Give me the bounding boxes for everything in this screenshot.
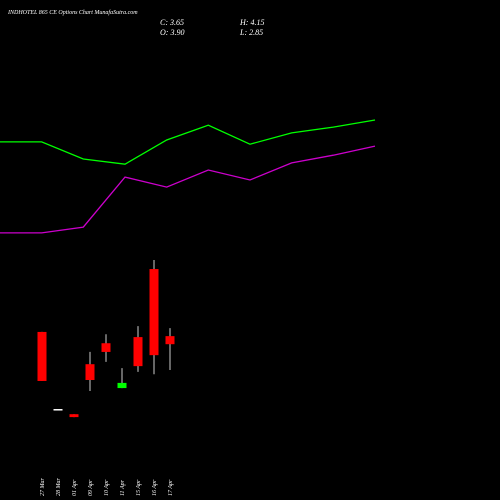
ohlc-label: C: 3.65 bbox=[160, 18, 184, 27]
ohlc-label: L: 2.85 bbox=[239, 28, 263, 37]
candle-body bbox=[117, 382, 127, 389]
indicator-line bbox=[0, 119, 376, 165]
x-tick-label: 16 Apr bbox=[152, 479, 158, 496]
x-tick-label: 01 Apr bbox=[72, 479, 78, 496]
indicator-line bbox=[0, 145, 376, 234]
ohlc-label: H: 4.15 bbox=[239, 18, 264, 27]
candle-body bbox=[133, 337, 143, 367]
candle-body bbox=[69, 414, 79, 418]
x-tick-label: 10 Apr bbox=[104, 479, 110, 496]
candle-body bbox=[101, 343, 111, 352]
ohlc-label: O: 3.90 bbox=[160, 28, 184, 37]
x-tick-label: 27 Mar bbox=[40, 478, 46, 496]
candle-body bbox=[53, 409, 63, 411]
x-tick-label: 11 Apr bbox=[120, 479, 126, 496]
candle-body bbox=[149, 269, 159, 356]
candle-body bbox=[165, 336, 175, 345]
candle-body bbox=[85, 364, 95, 380]
x-tick-label: 17 Apr bbox=[168, 479, 174, 496]
x-tick-label: 15 Apr bbox=[136, 479, 142, 496]
x-tick-label: 09 Apr bbox=[88, 479, 94, 496]
candle-body bbox=[37, 331, 47, 381]
x-tick-label: 28 Mar bbox=[56, 478, 62, 496]
chart-title: INDHOTEL 865 CE Options Chart MunafaSutr… bbox=[7, 9, 138, 16]
